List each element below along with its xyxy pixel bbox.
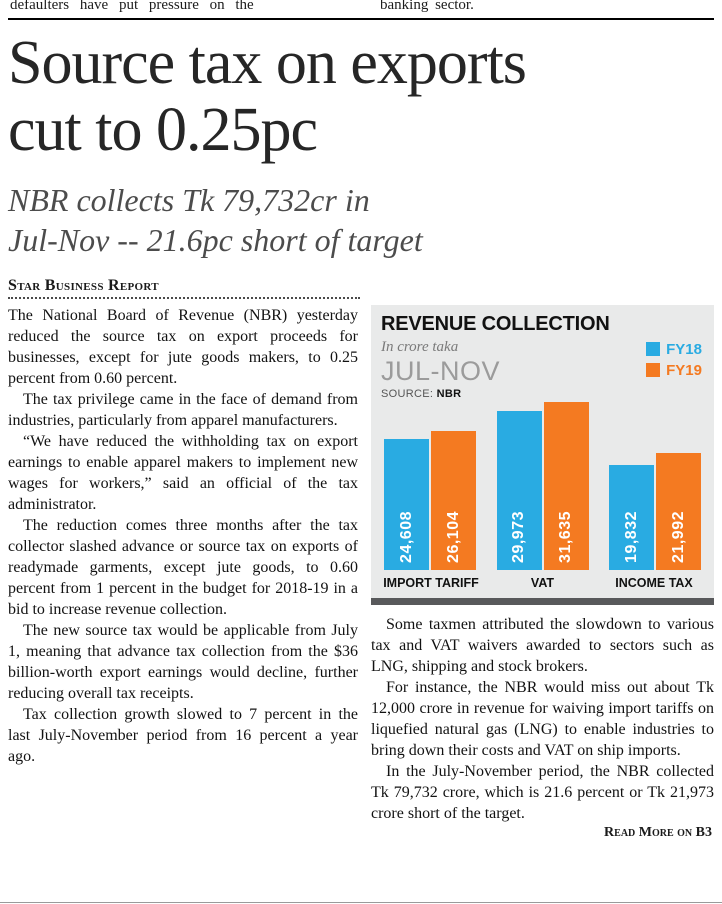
article-paragraph: “We have reduced the withholding tax on … xyxy=(8,432,358,513)
legend-item-fy18: FY18 xyxy=(646,341,702,358)
remnant-text-right: banking sector. xyxy=(380,0,474,13)
right-column-text: Some taxmen attributed the slowdown to v… xyxy=(371,614,714,824)
fy19-swatch-icon xyxy=(646,363,661,378)
bar-group-2: 19,832 21,992 xyxy=(609,452,701,570)
bar-fy18-2: 19,832 xyxy=(609,464,654,570)
bar-value-label: 31,635 xyxy=(557,510,574,563)
category-label-2: INCOME TAX xyxy=(615,575,693,590)
chart-source: SOURCE: NBR xyxy=(381,388,704,400)
legend-label-fy19: FY19 xyxy=(666,361,702,379)
article-headline: Source tax on exports cut to 0.25pc xyxy=(8,30,714,164)
bar-value-label: 24,608 xyxy=(397,510,415,563)
bar-value-label: 19,832 xyxy=(622,510,640,563)
bar-fy19-0: 26,104 xyxy=(431,430,476,570)
article-subhead: NBR collects Tk 79,732cr in Jul-Nov -- 21… xyxy=(8,180,714,261)
bar-value-label: 21,992 xyxy=(669,510,687,563)
bar-fy18-1: 29,973 xyxy=(496,410,542,570)
section-divider-rule xyxy=(8,18,714,20)
bar-value-label: 26,104 xyxy=(444,510,462,563)
previous-article-remnant: defaulters have put pressure on the bank… xyxy=(0,0,722,13)
bar-group-1: 29,973 31,635 xyxy=(496,401,589,570)
subhead-line1: NBR collects Tk 79,732cr in xyxy=(8,181,370,218)
legend-item-fy19: FY19 xyxy=(646,362,702,379)
revenue-collection-chart: REVENUE COLLECTION In crore taka JUL-NOV… xyxy=(371,304,714,605)
chart-title: REVENUE COLLECTION xyxy=(381,312,610,335)
article-body: The National Board of Revenue (NBR) yest… xyxy=(0,304,722,841)
article-paragraph: Tax collection growth slowed to 7 percen… xyxy=(8,705,358,765)
bar-group-0: 24,608 26,104 xyxy=(384,430,476,570)
category-label-0: IMPORT TARIFF xyxy=(383,575,479,590)
fy18-swatch-icon xyxy=(646,342,661,357)
legend-label-fy18: FY18 xyxy=(666,340,702,358)
page-bottom-rule xyxy=(0,902,722,903)
article-paragraph: In the July-November period, the NBR col… xyxy=(371,762,714,822)
bar-plot: 24,608 26,104 29,973 31,635 19,832 21,992 xyxy=(381,401,704,570)
article-paragraph: For instance, the NBR would miss out abo… xyxy=(371,678,714,759)
article-paragraph: Some taxmen attributed the slowdown to v… xyxy=(371,615,714,675)
chart-period-label: JUL-NOV xyxy=(381,355,501,386)
chart-subtitle: In crore taka xyxy=(381,338,459,355)
right-column: REVENUE COLLECTION In crore taka JUL-NOV… xyxy=(371,304,714,841)
subhead-line2: Jul-Nov -- 21.6pc short of target xyxy=(8,222,423,259)
category-labels: IMPORT TARIFF VAT INCOME TAX xyxy=(381,570,704,598)
article-paragraph: The tax privilege came in the face of de… xyxy=(8,390,358,429)
category-label-1: VAT xyxy=(530,575,555,590)
byline: Star Business Report xyxy=(8,276,159,294)
bar-fy19-2: 21,992 xyxy=(656,452,701,570)
read-more-note: Read More on B3 xyxy=(604,824,712,840)
bar-value-label: 29,973 xyxy=(510,510,527,563)
bar-fy18-0: 24,608 xyxy=(384,438,429,570)
byline-dotted-rule xyxy=(8,296,360,299)
source-label: SOURCE: xyxy=(381,387,434,400)
remnant-text-left: defaulters have put pressure on the xyxy=(10,0,254,13)
bar-fy19-1: 31,635 xyxy=(543,401,589,570)
headline-line1: Source tax on exports xyxy=(8,29,527,97)
article-paragraph: The reduction comes three months after t… xyxy=(8,516,358,618)
article-paragraph: The new source tax would be applicable f… xyxy=(8,621,358,702)
left-column: The National Board of Revenue (NBR) yest… xyxy=(8,305,358,841)
source-value: NBR xyxy=(436,387,462,400)
article-paragraph: The National Board of Revenue (NBR) yest… xyxy=(8,306,358,387)
headline-line2: cut to 0.25pc xyxy=(8,95,318,164)
chart-footer-bar xyxy=(371,597,714,605)
chart-legend: FY18 FY19 xyxy=(646,341,702,383)
